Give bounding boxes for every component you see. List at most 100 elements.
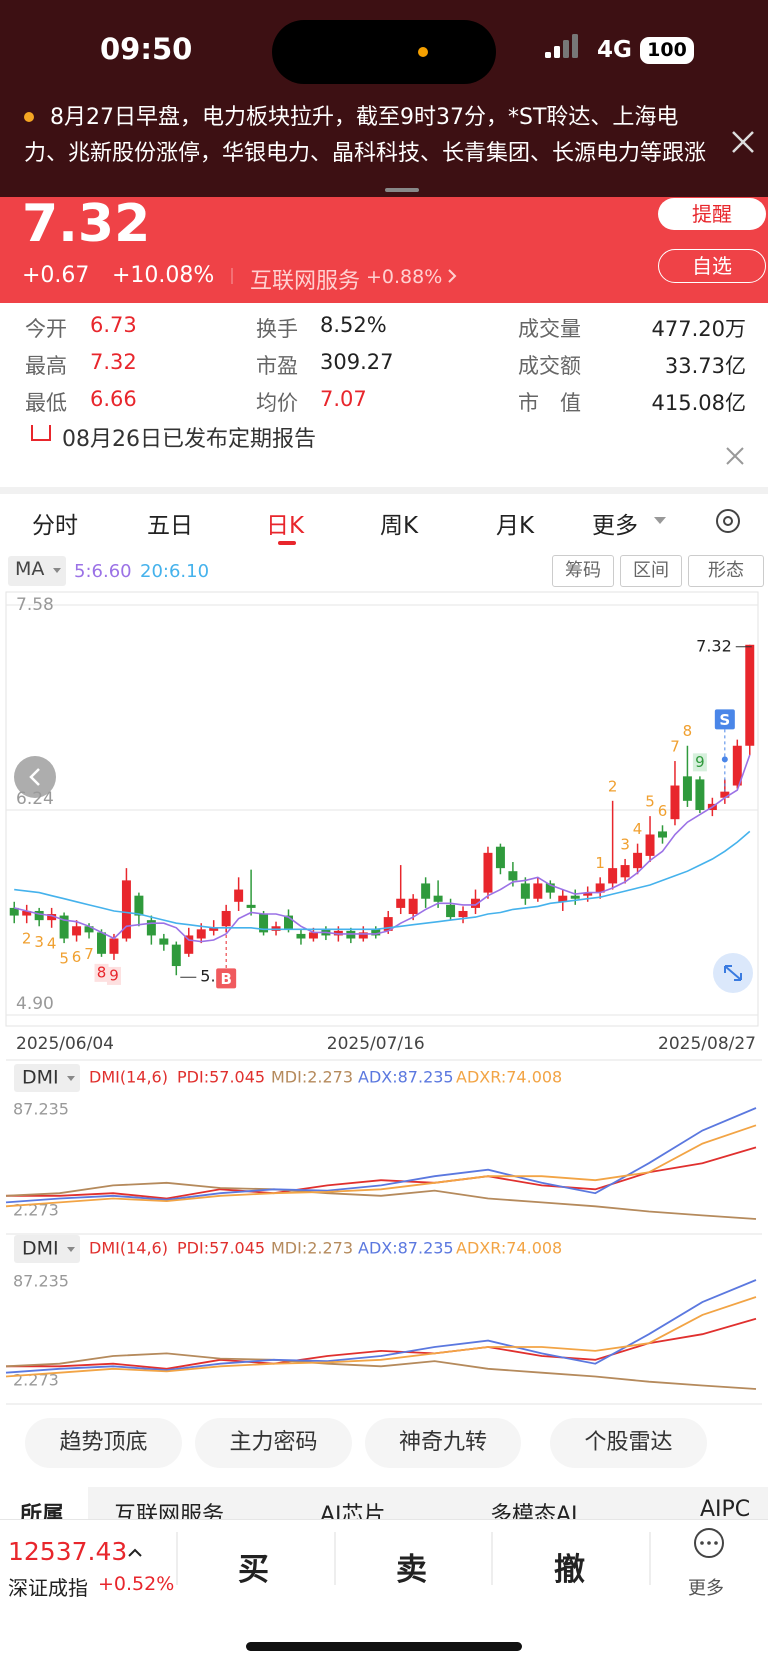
trade-button[interactable]: 卖 (396, 1552, 427, 1588)
candle-body (745, 644, 755, 746)
dmi-line (5, 1296, 757, 1378)
sector-tab[interactable]: AIPC (700, 1497, 751, 1519)
nine-turn-label: 3 (34, 933, 44, 951)
indicator-button[interactable]: 筹码 (552, 555, 614, 587)
nine-turn-label: 2 (22, 930, 32, 948)
signal-bar (563, 40, 569, 58)
stat-label: 成交量 (518, 317, 581, 341)
tool-button[interactable]: 主力密码 (195, 1418, 352, 1468)
period-tab[interactable]: 月K (496, 513, 535, 539)
settings-dot (723, 516, 733, 526)
period-tab[interactable]: 日K (266, 513, 305, 539)
candle-body (47, 914, 57, 921)
indicator-button[interactable]: 区间 (620, 555, 682, 587)
change: +0.67 (22, 263, 90, 288)
nine-turn-label: 1 (595, 854, 605, 872)
trade-button[interactable]: 撤 (554, 1552, 585, 1588)
candle-body (608, 868, 618, 884)
sell-marker (714, 709, 735, 730)
sector-tab[interactable]: 多模态AI (490, 1503, 578, 1519)
change-pct: +10.08% (112, 263, 215, 288)
candle-body (308, 932, 318, 939)
sector-tabs: 所属 互联网服务 AI芯片 多模态AI AIPC (0, 1487, 768, 1519)
notice-close (726, 447, 744, 465)
legend-entry: ADXR:74.008 (456, 1239, 562, 1258)
sector-tab[interactable]: 所属 (20, 1503, 65, 1519)
legend-entry: ADX:87.235 (358, 1239, 454, 1258)
more-dot (714, 1541, 718, 1545)
candle-body (633, 852, 643, 869)
period-tab[interactable]: 分时 (32, 513, 78, 539)
plot-frame (5, 591, 759, 1027)
panel-caret (67, 1076, 75, 1081)
home-indicator (246, 1642, 522, 1651)
tool-button[interactable]: 个股雷达 (550, 1418, 707, 1468)
indicator-button[interactable]: 形态 (688, 555, 764, 587)
trade-button[interactable]: 买 (238, 1552, 269, 1588)
candle-body (9, 907, 19, 916)
more-label[interactable]: 更多 (688, 1578, 724, 1599)
candle-body (259, 914, 269, 933)
nine-turn-label: 2 (608, 777, 618, 795)
expand-icon (724, 965, 742, 981)
candle-body (358, 932, 368, 939)
signal-bar (572, 34, 578, 58)
nine-turn-label: 9 (695, 753, 705, 771)
nine-turn-label: 9 (109, 966, 119, 984)
stat-label: 最高 (25, 354, 67, 378)
panel-title: DMI (22, 1067, 59, 1089)
candle-body (396, 898, 406, 908)
sector-tab[interactable]: AI芯片 (320, 1503, 386, 1519)
nine-turn-label: 7 (670, 738, 680, 756)
dmi-line (5, 1124, 757, 1208)
candle-body (495, 846, 505, 869)
sector[interactable]: 互联网服务 (250, 269, 361, 294)
stat-value: 309.27 (320, 350, 394, 374)
alert-button[interactable]: 提醒 (658, 198, 766, 230)
candle-body (171, 944, 181, 967)
watch-button[interactable]: 自选 (658, 249, 766, 283)
period-tab[interactable]: 周K (380, 513, 419, 539)
dmi-line (5, 1181, 757, 1220)
x-tick-label: 2025/07/16 (327, 1034, 425, 1054)
candle-body (196, 929, 206, 939)
period-tab[interactable]: 更多 (592, 513, 638, 539)
sell-dot (721, 756, 728, 763)
stat-label: 今开 (25, 317, 67, 341)
index-value[interactable]: 12537.43 (8, 1537, 128, 1566)
dynamic-island (272, 20, 496, 84)
scroll-left (14, 756, 56, 798)
network: 4G (597, 37, 632, 63)
tab-underline (278, 541, 296, 545)
candle-body (658, 831, 667, 838)
notice[interactable]: 08月26日已发布定期报告 (62, 427, 316, 451)
candle-body (682, 776, 692, 801)
candle-body (583, 892, 593, 896)
price: 7.32 (22, 194, 151, 254)
dmi-box (14, 1235, 80, 1263)
sector-tab[interactable]: 互联网服务 (114, 1503, 225, 1519)
candle-body (146, 920, 156, 936)
news-ticker[interactable]: 8月27日早盘，电力板块拉升，截至9时37分，*ST聆达、上海电力、兆新股份涨停… (24, 105, 707, 166)
more-dot (700, 1541, 704, 1545)
period-tab[interactable]: 五日 (147, 513, 193, 539)
candle-body (458, 910, 468, 918)
separator (0, 487, 768, 494)
dmi-line (5, 1279, 757, 1374)
signal-bar (545, 52, 551, 58)
buy-label: B (220, 970, 231, 988)
tool-button[interactable]: 趋势顶底 (25, 1418, 182, 1468)
candle-body (720, 791, 730, 798)
dmi-line (5, 1352, 757, 1390)
candle-body (234, 889, 244, 902)
stat-value: 8.52% (320, 313, 387, 337)
y-tick-label: 87.235 (13, 1100, 69, 1119)
tool-button[interactable]: 神奇九转 (365, 1418, 521, 1468)
stat-value: 7.07 (320, 387, 367, 411)
nine-turn-label: 5 (59, 950, 69, 968)
candle-body (284, 915, 293, 930)
candle-body (209, 927, 219, 931)
ma-label[interactable]: MA (15, 558, 45, 580)
candle-body (383, 917, 393, 931)
scroll-left-arrow (29, 768, 40, 786)
